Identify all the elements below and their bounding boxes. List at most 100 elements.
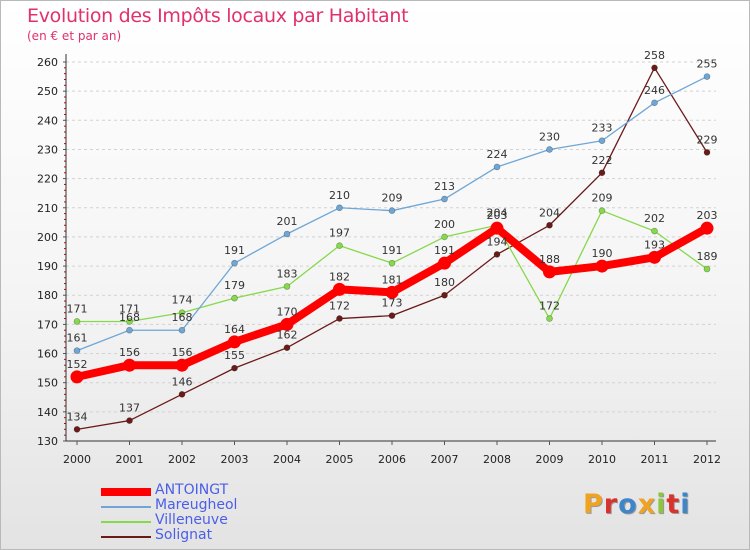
data-label: 164 — [224, 323, 245, 336]
data-label: 200 — [434, 218, 455, 231]
data-point — [703, 265, 711, 273]
data-point — [333, 282, 346, 296]
data-point — [598, 169, 606, 177]
data-label: 197 — [329, 227, 350, 240]
legend-label: ANTOINGT — [155, 482, 229, 498]
data-point — [126, 318, 133, 325]
data-point — [441, 233, 448, 241]
brand-letter: i — [680, 489, 691, 520]
data-point — [70, 370, 84, 384]
data-point — [546, 315, 553, 322]
x-tick-label: 2002 — [168, 453, 196, 466]
data-label: 201 — [277, 215, 298, 228]
data-label: 173 — [382, 297, 403, 310]
brand-letter: x — [637, 489, 657, 520]
data-point — [231, 294, 238, 302]
data-point — [175, 358, 189, 372]
data-point — [648, 250, 661, 264]
data-label: 168 — [172, 311, 193, 324]
data-label: 193 — [644, 238, 665, 251]
x-tick-label: 2005 — [326, 453, 354, 466]
data-point — [546, 146, 553, 153]
data-point — [388, 259, 396, 267]
data-point — [703, 73, 711, 80]
data-point — [700, 221, 714, 235]
data-label: 188 — [539, 253, 560, 266]
data-point — [126, 326, 133, 334]
data-label: 191 — [224, 244, 245, 257]
data-label: 209 — [382, 192, 403, 205]
x-tick-label: 2010 — [588, 453, 616, 466]
data-label: 156 — [172, 346, 193, 359]
data-label: 182 — [329, 270, 350, 283]
data-label: 156 — [119, 346, 140, 359]
data-point — [123, 358, 136, 372]
data-label: 255 — [697, 58, 718, 71]
y-tick-label: 240 — [37, 114, 58, 127]
data-point — [546, 221, 553, 229]
data-point — [336, 204, 343, 212]
data-label: 152 — [67, 358, 88, 371]
data-point — [178, 391, 186, 398]
data-label: 180 — [434, 276, 455, 289]
y-tick-label: 260 — [37, 56, 58, 69]
data-label: 203 — [487, 209, 508, 222]
data-label: 170 — [277, 305, 298, 318]
data-point — [651, 227, 658, 235]
data-label: 171 — [119, 302, 140, 315]
data-point — [490, 221, 504, 235]
data-label: 210 — [329, 189, 350, 202]
data-label: 202 — [644, 212, 665, 225]
data-point — [651, 99, 658, 107]
x-tick-label: 2006 — [378, 453, 406, 466]
data-label: 172 — [539, 300, 560, 313]
data-point — [228, 335, 241, 349]
legend-label: Mareugheol — [155, 497, 238, 513]
data-point — [280, 317, 294, 331]
x-tick-label: 2007 — [431, 453, 459, 466]
data-point — [283, 230, 291, 238]
data-label: 194 — [487, 235, 508, 248]
legend-swatch — [101, 521, 151, 523]
data-point — [441, 195, 448, 203]
data-label: 204 — [539, 206, 560, 219]
chart-title: Evolution des Impôts locaux par Habitant — [27, 5, 409, 27]
x-tick-label: 2008 — [483, 453, 511, 466]
data-label: 246 — [644, 84, 665, 97]
data-label: 179 — [224, 279, 245, 292]
data-label: 174 — [172, 294, 193, 307]
data-label: 258 — [644, 49, 665, 62]
data-point — [651, 64, 658, 72]
data-label: 155 — [224, 349, 245, 362]
y-tick-label: 170 — [37, 318, 58, 331]
data-label: 189 — [697, 250, 718, 263]
data-point — [231, 259, 238, 267]
y-tick-label: 190 — [37, 260, 58, 273]
data-point — [73, 426, 81, 433]
data-point — [73, 318, 81, 325]
data-point — [595, 259, 609, 273]
chart-subtitle: (en € et par an) — [27, 29, 122, 43]
data-point — [385, 285, 399, 299]
data-point — [441, 291, 448, 299]
data-label: 203 — [697, 209, 718, 222]
data-point — [543, 265, 556, 279]
data-point — [283, 344, 291, 352]
brand-letter: o — [618, 489, 638, 520]
data-label: 204 — [487, 206, 508, 219]
legend-swatch — [101, 506, 151, 508]
legend-label: Solignat — [155, 527, 213, 543]
brand-logo: Proxiti — [583, 489, 691, 520]
legend-label: Villeneuve — [155, 512, 228, 528]
y-tick-label: 250 — [37, 85, 58, 98]
y-tick-label: 230 — [37, 143, 58, 156]
data-label: 181 — [382, 273, 403, 286]
data-label: 183 — [277, 267, 298, 280]
legend-swatch — [101, 488, 151, 496]
y-tick-label: 220 — [37, 173, 58, 186]
brand-letter: i — [656, 489, 667, 520]
data-label: 224 — [487, 148, 508, 161]
brand-letter: P — [583, 489, 604, 520]
